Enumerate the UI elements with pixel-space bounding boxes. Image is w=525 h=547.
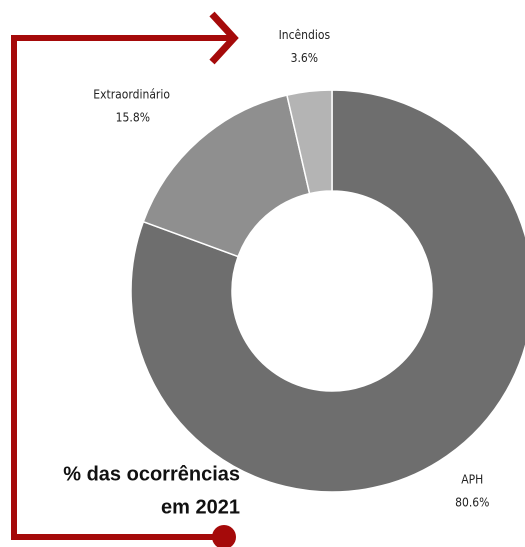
slice-label: Extraordinário [93, 88, 170, 102]
slice-label: APH [461, 472, 483, 486]
slice-label: Incêndios [279, 28, 331, 42]
arrow-dot [212, 525, 236, 547]
value-label: 80.6% [455, 495, 489, 509]
chart-title: % das ocorrências [63, 463, 240, 485]
value-label: 3.6% [291, 51, 318, 65]
value-label: 15.8% [116, 111, 150, 125]
slice [130, 89, 525, 493]
chart-title: em 2021 [161, 496, 240, 518]
slice [142, 94, 311, 258]
frame-arrow [11, 11, 239, 540]
slice [286, 89, 333, 195]
